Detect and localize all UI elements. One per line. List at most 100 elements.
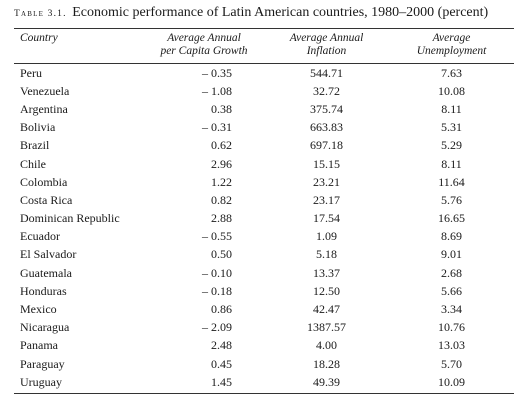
- country-cell: Brazil: [20, 138, 50, 153]
- table-row: Nicaragua – 2.09 1387.57 10.76: [14, 319, 514, 337]
- table-row: Guatemala – 0.10 13.37 2.68: [14, 264, 514, 282]
- table-label: Table 3.1.: [14, 9, 67, 19]
- growth-cell: 0.38: [211, 101, 232, 116]
- inflation-cell: 544.71: [310, 65, 343, 80]
- growth-cell: – 0.31: [202, 120, 232, 135]
- inflation-cell: 375.74: [310, 101, 343, 116]
- country-cell: Panama: [20, 338, 58, 353]
- table-row: Venezuela – 1.08 32.72 10.08: [14, 82, 514, 100]
- growth-cell: 2.96: [211, 156, 232, 171]
- growth-cell: 0.50: [211, 247, 232, 262]
- country-cell: El Salvador: [20, 247, 77, 262]
- country-cell: Peru: [20, 65, 42, 80]
- inflation-cell: 4.00: [316, 338, 337, 353]
- unemployment-cell: 5.31: [441, 120, 462, 135]
- table-row: Bolivia – 0.31 663.83 5.31: [14, 119, 514, 137]
- inflation-cell: 697.18: [310, 138, 343, 153]
- country-cell: Mexico: [20, 302, 57, 317]
- growth-cell: 0.62: [211, 138, 232, 153]
- growth-cell: – 0.35: [202, 65, 232, 80]
- unemployment-cell: 8.11: [441, 101, 462, 116]
- inflation-cell: 5.18: [316, 247, 337, 262]
- growth-cell: – 0.55: [202, 229, 232, 244]
- top-rule: [14, 28, 514, 29]
- unemployment-cell: 2.68: [441, 265, 462, 280]
- unemployment-cell: 16.65: [438, 211, 465, 226]
- unemployment-cell: 10.76: [438, 320, 465, 335]
- growth-cell: – 1.08: [202, 83, 232, 98]
- inflation-cell: 17.54: [313, 211, 340, 226]
- table-row: Dominican Republic 2.88 17.54 16.65: [14, 210, 514, 228]
- unemployment-cell: 5.29: [441, 138, 462, 153]
- growth-cell: 1.22: [211, 174, 232, 189]
- table-row: Brazil 0.62 697.18 5.29: [14, 137, 514, 155]
- table-row: Colombia 1.22 23.21 11.64: [14, 173, 514, 191]
- table-row: Peru – 0.35 544.71 7.63: [14, 64, 514, 82]
- unemployment-cell: 3.34: [441, 302, 462, 317]
- inflation-cell: 13.37: [313, 265, 340, 280]
- inflation-cell: 663.83: [310, 120, 343, 135]
- country-cell: Ecuador: [20, 229, 60, 244]
- table-row: Argentina 0.38 375.74 8.11: [14, 100, 514, 118]
- header-growth-line2: per Capita Growth: [160, 44, 248, 57]
- unemployment-cell: 13.03: [438, 338, 465, 353]
- country-cell: Costa Rica: [20, 192, 73, 207]
- table-row: Costa Rica 0.82 23.17 5.76: [14, 191, 514, 209]
- growth-cell: 0.45: [211, 356, 232, 371]
- table-row: Mexico 0.86 42.47 3.34: [14, 300, 514, 318]
- header-unemployment-line2: Unemployment: [416, 44, 487, 57]
- inflation-cell: 18.28: [313, 356, 340, 371]
- header-inflation-line2: Inflation: [306, 44, 347, 57]
- table-row: Paraguay 0.45 18.28 5.70: [14, 355, 514, 373]
- unemployment-cell: 5.66: [441, 283, 462, 298]
- unemployment-cell: 7.63: [441, 65, 462, 80]
- header-growth-line1: Average Annual: [167, 32, 241, 44]
- inflation-cell: 1387.57: [307, 320, 346, 335]
- growth-cell: 2.48: [211, 338, 232, 353]
- data-table: Country Average Annual per Capita Growth…: [14, 29, 514, 391]
- inflation-cell: 15.15: [313, 156, 340, 171]
- country-cell: Paraguay: [20, 356, 65, 371]
- country-cell: Uruguay: [20, 374, 62, 389]
- country-cell: Argentina: [20, 101, 68, 116]
- table-row: Honduras – 0.18 12.50 5.66: [14, 282, 514, 300]
- unemployment-cell: 5.70: [441, 356, 462, 371]
- inflation-cell: 23.21: [313, 174, 340, 189]
- country-cell: Nicaragua: [20, 320, 70, 335]
- header-rule: [14, 63, 514, 64]
- growth-cell: – 2.09: [202, 320, 232, 335]
- table-row: Ecuador – 0.55 1.09 8.69: [14, 228, 514, 246]
- header-unemployment: Average Unemployment: [389, 29, 514, 64]
- unemployment-cell: 8.11: [441, 156, 462, 171]
- growth-cell: 0.82: [211, 192, 232, 207]
- unemployment-cell: 10.09: [438, 374, 465, 389]
- table-row: Panama 2.48 4.00 13.03: [14, 337, 514, 355]
- table-caption: Table 3.1. Economic performance of Latin…: [14, 4, 514, 23]
- inflation-cell: 1.09: [316, 229, 337, 244]
- country-cell: Dominican Republic: [20, 211, 120, 226]
- country-cell: Bolivia: [20, 120, 56, 135]
- inflation-cell: 12.50: [313, 283, 340, 298]
- inflation-cell: 49.39: [313, 374, 340, 389]
- table-body: Peru – 0.35 544.71 7.63 Venezuela – 1.08 32.7…: [14, 64, 514, 391]
- unemployment-cell: 9.01: [441, 247, 462, 262]
- table-title: Economic performance of Latin American c…: [72, 5, 489, 20]
- growth-cell: – 0.18: [202, 283, 232, 298]
- bottom-rule: [14, 393, 514, 395]
- table-row: El Salvador 0.50 5.18 9.01: [14, 246, 514, 264]
- unemployment-cell: 10.08: [438, 83, 465, 98]
- country-cell: Guatemala: [20, 265, 72, 280]
- inflation-cell: 32.72: [313, 83, 340, 98]
- inflation-cell: 23.17: [313, 192, 340, 207]
- header-inflation: Average Annual Inflation: [264, 29, 389, 64]
- country-cell: Colombia: [20, 174, 68, 189]
- growth-cell: 2.88: [211, 211, 232, 226]
- country-cell: Venezuela: [20, 83, 70, 98]
- table-header: Country Average Annual per Capita Growth…: [14, 29, 514, 64]
- table-row: Uruguay 1.45 49.39 10.09: [14, 373, 514, 391]
- header-unemployment-line1: Average: [432, 32, 471, 44]
- unemployment-cell: 8.69: [441, 229, 462, 244]
- inflation-cell: 42.47: [313, 302, 340, 317]
- growth-cell: 1.45: [211, 374, 232, 389]
